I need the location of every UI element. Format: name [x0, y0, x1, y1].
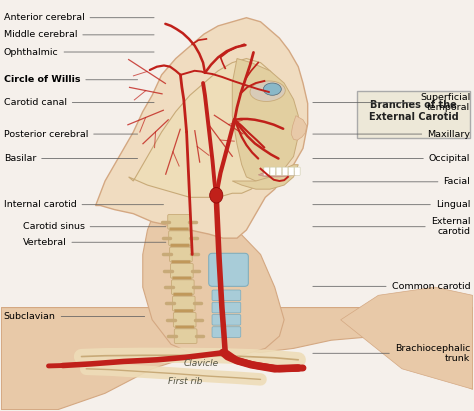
FancyBboxPatch shape	[212, 302, 241, 313]
FancyBboxPatch shape	[264, 167, 270, 175]
Polygon shape	[291, 115, 307, 140]
Text: Superficial
temporal: Superficial temporal	[313, 93, 470, 112]
FancyBboxPatch shape	[173, 296, 195, 311]
Polygon shape	[1, 307, 473, 410]
Polygon shape	[258, 172, 298, 177]
Text: Branches of the
External Carotid: Branches of the External Carotid	[369, 100, 458, 122]
FancyBboxPatch shape	[212, 290, 241, 300]
FancyBboxPatch shape	[282, 167, 288, 175]
Text: Brachiocephalic
trunk: Brachiocephalic trunk	[313, 344, 470, 363]
FancyBboxPatch shape	[172, 260, 191, 263]
FancyBboxPatch shape	[173, 293, 192, 296]
Polygon shape	[96, 18, 308, 238]
Text: Occipital: Occipital	[313, 154, 470, 163]
FancyBboxPatch shape	[170, 247, 192, 262]
FancyBboxPatch shape	[209, 253, 248, 286]
FancyBboxPatch shape	[288, 167, 294, 175]
FancyBboxPatch shape	[172, 280, 194, 295]
FancyBboxPatch shape	[174, 309, 193, 312]
Text: Facial: Facial	[313, 177, 470, 186]
Polygon shape	[341, 287, 473, 389]
Text: Common carotid: Common carotid	[313, 282, 470, 291]
Polygon shape	[128, 58, 284, 197]
FancyBboxPatch shape	[175, 326, 194, 329]
Text: Vertebral: Vertebral	[23, 238, 166, 247]
FancyBboxPatch shape	[174, 329, 197, 344]
FancyBboxPatch shape	[171, 263, 193, 278]
Text: Internal carotid: Internal carotid	[4, 200, 164, 209]
Ellipse shape	[210, 187, 223, 203]
FancyBboxPatch shape	[171, 244, 190, 247]
Text: First rib: First rib	[168, 377, 202, 386]
FancyBboxPatch shape	[212, 314, 241, 325]
FancyBboxPatch shape	[357, 91, 470, 138]
FancyBboxPatch shape	[168, 215, 191, 229]
Text: Anterior cerebral: Anterior cerebral	[4, 13, 154, 22]
Text: Middle cerebral: Middle cerebral	[4, 30, 154, 39]
FancyBboxPatch shape	[270, 167, 276, 175]
Text: Basilar: Basilar	[4, 154, 137, 163]
Ellipse shape	[250, 81, 285, 102]
Text: Ophthalmic: Ophthalmic	[4, 48, 154, 56]
Polygon shape	[143, 201, 284, 356]
Ellipse shape	[264, 83, 281, 95]
Text: External
carotid: External carotid	[313, 217, 470, 236]
Text: Circle of Willis: Circle of Willis	[4, 75, 137, 84]
FancyBboxPatch shape	[276, 167, 282, 175]
FancyBboxPatch shape	[212, 327, 241, 337]
Text: Maxillary: Maxillary	[313, 129, 470, 139]
Polygon shape	[232, 165, 298, 189]
Text: Posterior cerebral: Posterior cerebral	[4, 129, 137, 139]
Text: Carotid sinus: Carotid sinus	[23, 222, 166, 231]
Text: Lingual: Lingual	[313, 200, 470, 209]
FancyBboxPatch shape	[294, 167, 300, 175]
FancyBboxPatch shape	[173, 312, 196, 327]
FancyBboxPatch shape	[173, 277, 191, 280]
Text: Carotid canal: Carotid canal	[4, 98, 154, 107]
FancyBboxPatch shape	[169, 231, 191, 245]
Text: Subclavian: Subclavian	[4, 312, 145, 321]
Text: Clavicle: Clavicle	[184, 359, 219, 368]
Polygon shape	[232, 58, 298, 181]
FancyBboxPatch shape	[170, 228, 189, 231]
